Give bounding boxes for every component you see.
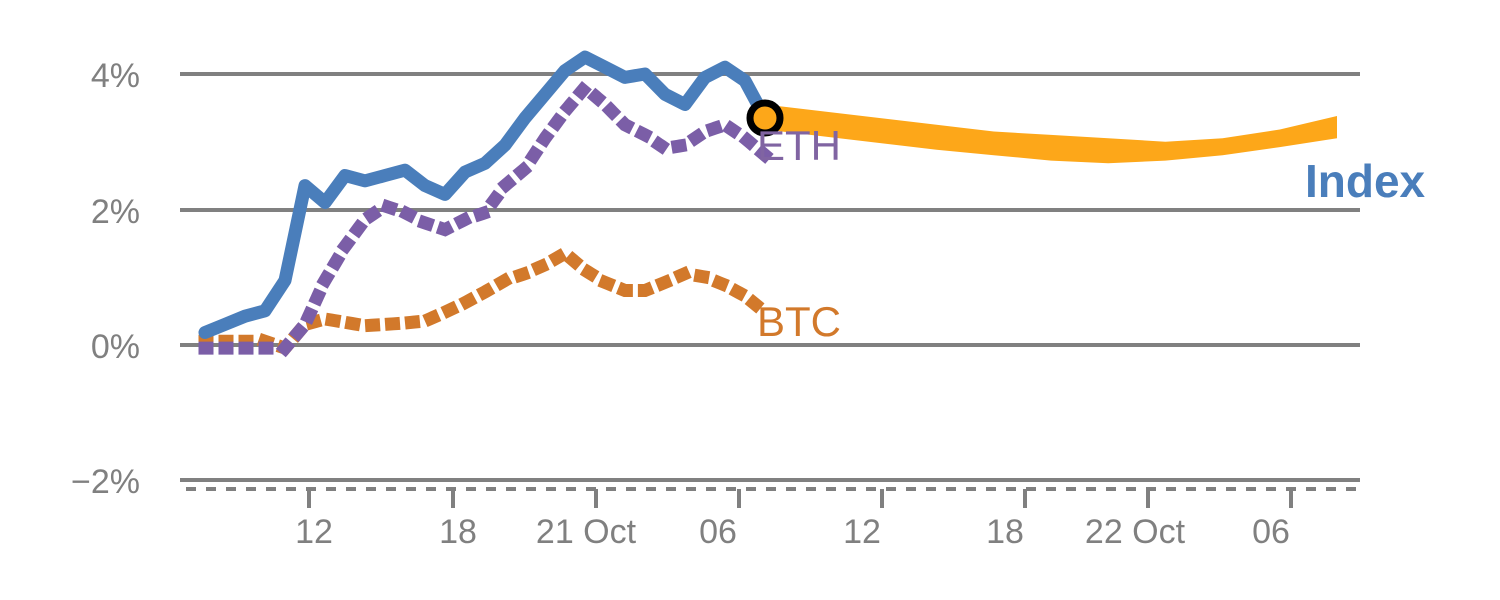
series-line-eth — [198, 78, 775, 355]
x-tick-label-5: 18 — [986, 513, 1024, 551]
series-label-index: Index — [1305, 155, 1426, 207]
y-tick-label-neg2pct: −2% — [71, 463, 140, 501]
current-value-marker-icon — [746, 99, 784, 137]
series-line-index — [198, 50, 772, 339]
forecast-band-index — [765, 104, 1337, 164]
x-tick-label-2: 21 Oct — [536, 513, 637, 551]
y-tick-label-4pct: 4% — [91, 57, 140, 95]
x-tick-label-6: 22 Oct — [1085, 513, 1186, 551]
x-tick-label-4: 12 — [843, 513, 881, 551]
y-tick-label-2pct: 2% — [91, 193, 140, 231]
x-tick-label-7: 06 — [1252, 513, 1290, 551]
x-tick-label-1: 18 — [439, 513, 477, 551]
x-axis-tickmarks — [307, 489, 1293, 508]
y-axis-labels: 4% 2% 0% −2% — [71, 57, 140, 501]
series-label-eth: ETH — [757, 122, 841, 169]
series-label-btc: BTC — [757, 298, 841, 345]
x-tick-label-0: 12 — [295, 513, 333, 551]
x-tick-label-3: 06 — [699, 513, 737, 551]
x-axis-labels: 12 18 21 Oct 06 12 18 22 Oct 06 — [295, 513, 1290, 551]
y-tick-label-0pct: 0% — [91, 328, 140, 366]
